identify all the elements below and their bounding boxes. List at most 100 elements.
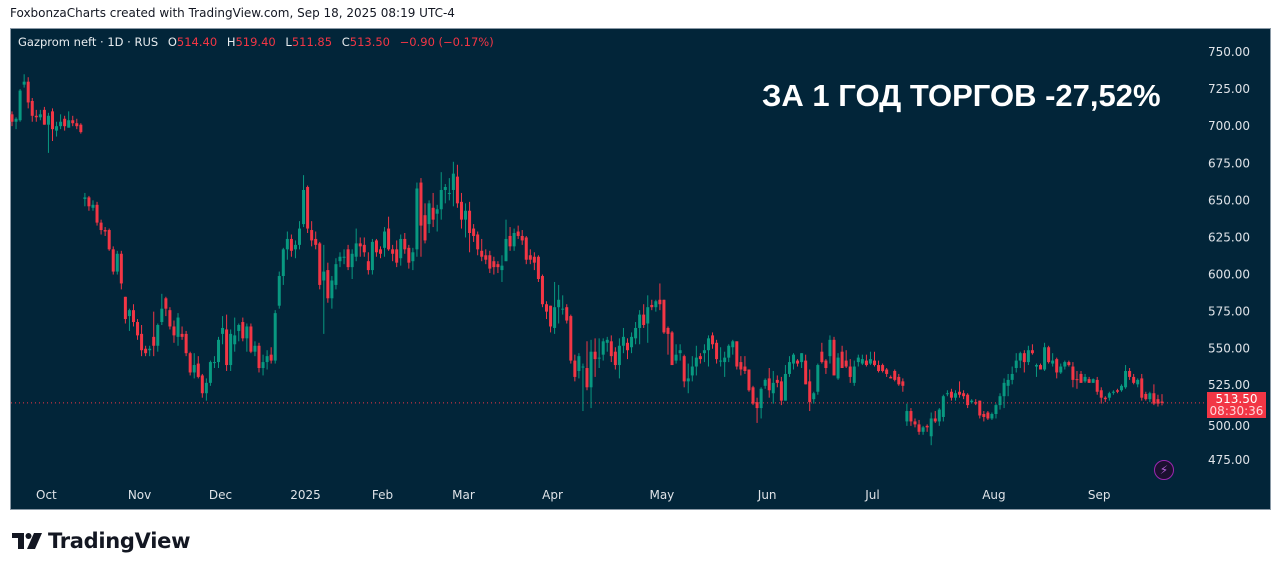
candle-body [1006,379,1010,386]
candle-body [233,335,237,345]
chart-pane[interactable] [10,28,1271,510]
candle [775,375,779,388]
candle-body [34,115,38,118]
candle-body [1002,382,1006,397]
candle-body [516,231,520,236]
candle-body [909,411,913,422]
candle [881,363,885,373]
candle-body [694,357,698,367]
candle [192,353,196,379]
candle [468,201,472,253]
candle [160,293,164,325]
time-axis[interactable]: Oct Nov Dec 2025 Feb Mar Apr May Jun Jul Aug Sep [36,488,1111,502]
time-tick-label: Nov [128,488,151,502]
candle-body [1043,347,1047,370]
candle [706,335,710,367]
candle-body [877,365,881,371]
price-tick-label: 475.00 [1208,453,1250,467]
low-value: 511.85 [291,35,333,49]
candle [998,393,1002,410]
candle [459,192,463,229]
candle-body [269,354,273,361]
candle [698,353,702,364]
candle [342,249,346,265]
candle-body [119,253,123,284]
candle [545,301,549,320]
candle [820,342,824,364]
price-axis[interactable]: 750.00 725.00 700.00 675.00 650.00 625.00 600.… [1208,45,1250,467]
candle-body [10,114,14,122]
candle [156,323,160,352]
candle [136,319,140,340]
close-value: 513.50 [349,35,390,49]
candle-body [500,265,504,271]
candle-body [1014,360,1018,369]
candle [743,356,747,374]
candle-body [630,336,634,348]
candle-body [808,381,812,403]
tradingview-logo[interactable]: TradingView [12,529,190,553]
candle [30,97,34,122]
candle-body [148,348,152,351]
candle-body [557,299,561,308]
candle [1103,396,1107,403]
price-tick-label: 500.00 [1208,419,1250,433]
candle-body [443,187,447,190]
candle-body [156,324,160,346]
candle-body [196,363,200,377]
candle-body [974,402,978,404]
candle-body [504,238,508,262]
candle [358,237,362,257]
candle [419,178,423,257]
candle [1148,391,1152,403]
candle-body [949,391,953,398]
candle-body [860,359,864,364]
candle [828,335,832,364]
candle-body [164,298,168,309]
candle [549,305,553,333]
candle [949,388,953,401]
candle-body [816,365,820,392]
candle [1124,365,1128,389]
candle [933,411,937,423]
candle [306,185,310,234]
candle [816,363,820,395]
candle-body [747,369,751,391]
candle-body [237,324,241,331]
candle [362,237,366,257]
candle [958,381,962,398]
candle [638,310,642,345]
candle [119,250,123,290]
price-tick-label: 550.00 [1208,342,1250,356]
candle [508,227,512,251]
candle [589,339,593,409]
candle-body [553,307,557,328]
candle [650,299,654,311]
candle [184,330,188,357]
candle [249,323,253,354]
candle [1034,363,1038,377]
candle-body [1026,350,1030,363]
candle [557,284,561,324]
candle [646,295,650,343]
candle-body [585,368,589,388]
candle-body [848,366,852,377]
candle-body [751,387,755,404]
symbol-name[interactable]: Gazprom neft · 1D · RUS [18,35,159,49]
candle [1018,351,1022,369]
candle-body [856,357,860,363]
candle [860,354,864,366]
candle-body [670,332,674,366]
candle [229,329,233,371]
candle-body [1156,399,1160,404]
candle [1091,378,1095,383]
candle-body [115,253,119,272]
candle-body [545,304,549,312]
candle [577,353,581,379]
candle [836,353,840,380]
candle-body [152,336,156,346]
headline-annotation[interactable]: ЗА 1 ГОД ТОРГОВ -27,52% [762,78,1161,113]
candle [893,369,897,382]
lightning-bolt-icon[interactable]: ⚡ [1154,460,1174,480]
